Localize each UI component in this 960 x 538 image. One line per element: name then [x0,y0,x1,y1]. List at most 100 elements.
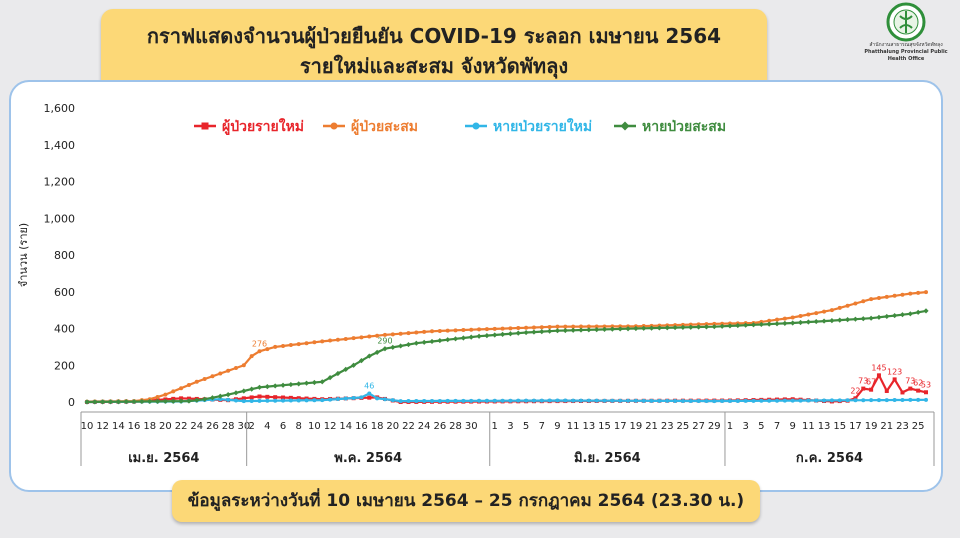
data-point [281,343,286,348]
data-point [703,324,710,330]
data-point [367,391,372,396]
data-point [829,398,834,403]
data-point [367,334,372,339]
data-point [586,327,592,333]
y-tick-label: 1,000 [44,212,76,225]
data-point [422,329,427,334]
data-point [469,327,474,332]
series-line [86,291,927,403]
data-point [398,399,403,404]
legend-marker [201,122,209,130]
data-point [750,322,757,328]
data-point [233,390,239,396]
data-point [602,324,607,329]
x-tick-label: 21 [880,421,893,432]
data-point [186,383,191,388]
data-point [477,327,482,332]
data-point [845,398,850,403]
data-point [226,397,231,402]
data-point [170,398,176,404]
x-tick-label: 15 [598,421,611,432]
y-tick-label: 0 [68,396,75,409]
x-tick-label: 23 [896,421,909,432]
data-point [273,398,278,403]
data-point [916,388,921,393]
data-range-text: ข้อมูลระหว่างวันที่ 10 เมษายน 2564 – 25 … [187,491,745,511]
data-point [609,326,615,332]
data-point [610,324,615,329]
data-point [328,397,333,402]
data-point [194,379,199,384]
data-point [430,329,435,334]
data-point [265,394,270,399]
data-point [178,398,184,404]
data-point [147,398,153,405]
data-point [499,331,506,337]
data-point [390,332,395,337]
data-point [813,318,819,325]
data-point [461,398,466,403]
x-tick-label: 11 [802,421,815,432]
data-point [853,398,858,403]
data-point [406,399,411,404]
data-point [602,398,607,403]
data-point [860,316,866,322]
month-label: พ.ค. 2564 [334,451,402,466]
data-point [578,324,583,329]
x-tick-label: 8 [296,421,302,432]
data-point [422,398,427,403]
x-tick-label: 21 [645,421,658,432]
x-tick-label: 10 [308,421,321,432]
x-tick-label: 23 [661,421,674,432]
data-point [594,398,599,403]
data-point [837,317,843,323]
x-tick-label: 19 [865,421,878,432]
data-point [375,396,380,401]
y-tick-label: 200 [54,359,75,372]
data-point [123,399,129,405]
data-point [437,398,442,403]
data-point [876,373,881,378]
data-point [869,297,874,302]
data-point [923,308,929,314]
data-point [907,311,913,317]
data-point [257,398,262,403]
data-point [272,383,278,389]
x-tick-label: 9 [554,421,560,432]
data-point [375,333,380,338]
data-point [335,397,340,402]
data-point [829,308,834,313]
data-label: 123 [887,367,902,376]
data-point [876,295,881,300]
data-point [688,324,694,330]
data-point [822,309,827,314]
data-point [249,395,254,400]
x-tick-label: 6 [280,421,286,432]
data-point [571,324,576,329]
data-point [806,312,811,317]
data-point [578,398,583,403]
data-point [547,398,552,403]
data-point [672,324,678,331]
data-point [837,398,842,403]
data-point [908,291,913,296]
y-tick-label: 400 [54,323,75,336]
x-tick-label: 19 [630,421,643,432]
x-tick-label: 16 [355,421,368,432]
data-point [107,399,114,405]
legend-label: ผู้ป่วยรายใหม่ [222,117,304,135]
data-point [179,386,184,391]
data-point [594,324,599,329]
data-point [414,330,419,335]
x-tick-label: 27 [692,421,705,432]
data-point [915,309,921,315]
data-point [351,395,356,400]
health-office-logo: สำนักงานสาธารณสุขจังหวัดพัทลุง Phatthalu… [860,2,952,62]
data-point [822,398,827,403]
data-point [508,398,513,403]
data-point [916,290,921,295]
x-tick-label: 22 [402,421,415,432]
x-tick-label: 7 [774,421,780,432]
data-point [586,324,591,329]
legend-label: หายป่วยสะสม [642,119,726,135]
